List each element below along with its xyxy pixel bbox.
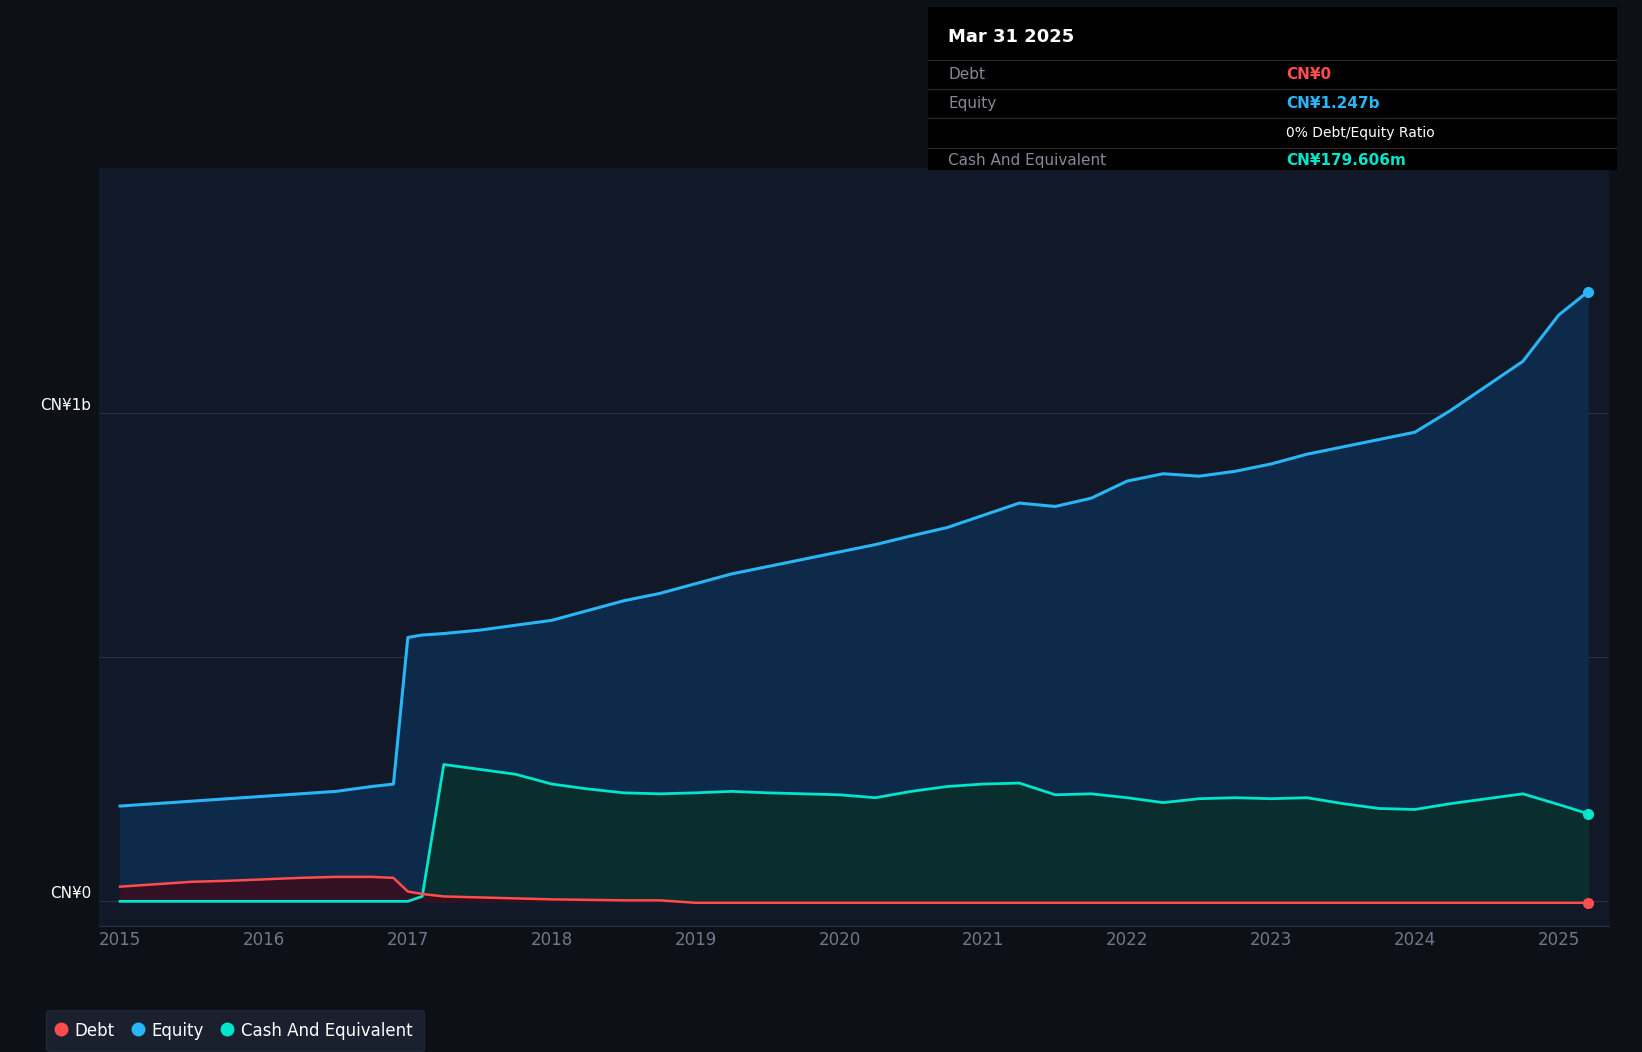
Text: CN¥0: CN¥0 <box>49 887 90 902</box>
Text: CN¥1.247b: CN¥1.247b <box>1286 96 1379 112</box>
Text: Cash And Equivalent: Cash And Equivalent <box>949 154 1107 168</box>
Text: CN¥179.606m: CN¥179.606m <box>1286 154 1406 168</box>
Text: CN¥1b: CN¥1b <box>39 398 90 412</box>
Text: 0% Debt/Equity Ratio: 0% Debt/Equity Ratio <box>1286 126 1435 140</box>
Text: Mar 31 2025: Mar 31 2025 <box>949 27 1074 45</box>
Text: Equity: Equity <box>949 96 997 112</box>
Text: CN¥0: CN¥0 <box>1286 66 1332 82</box>
Text: Debt: Debt <box>949 66 985 82</box>
Legend: Debt, Equity, Cash And Equivalent: Debt, Equity, Cash And Equivalent <box>46 1010 424 1051</box>
